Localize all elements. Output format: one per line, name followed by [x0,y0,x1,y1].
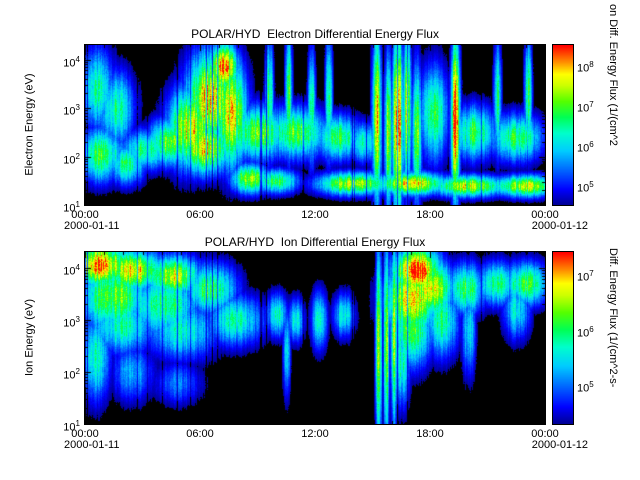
y-axis-tick-label: 101 [63,419,80,434]
electron-colorbar [552,44,574,206]
ion-end-date-label: 2000-01-12 [531,439,588,451]
x-axis-tick-label: 00:00 [531,209,559,221]
ion-plot-title: POLAR/HYD Ion Differential Energy Flux [204,235,426,249]
x-axis-tick-label: 18:00 [416,428,444,440]
electron-y-axis-label: Electron Energy (eV) [23,73,36,176]
x-axis-tick-label: 12:00 [301,428,329,440]
colorbar-tick-label: 105 [577,180,594,195]
ion-start-date-label: 2000-01-11 [64,439,120,451]
x-axis-tick-label: 06:00 [186,428,214,440]
colorbar-tick-label: 105 [577,380,594,395]
electron-spectrogram-heatmap [84,44,546,206]
y-axis-tick-label: 103 [63,315,80,330]
colorbar-tick-label: 107 [577,100,594,115]
x-axis-tick-label: 18:00 [416,209,444,221]
x-axis-tick-label: 00:00 [531,428,559,440]
y-axis-tick-label: 102 [63,152,80,167]
ion-colorbar-label: Diff. Energy Flux (1/(cm^2-s- [607,248,619,388]
electron-end-date-label: 2000-01-12 [531,220,588,232]
y-axis-tick-label: 104 [63,263,80,278]
y-axis-tick-label: 103 [63,103,80,118]
ion-spectrogram-heatmap [84,251,546,425]
y-axis-tick-label: 101 [63,200,80,215]
x-axis-tick-label: 00:00 [71,428,99,440]
ion-colorbar [552,251,574,425]
x-axis-tick-label: 06:00 [186,209,214,221]
electron-colorbar-label: on Diff. Energy Flux (1/(cm^2 [607,4,619,146]
colorbar-tick-label: 107 [577,269,594,284]
electron-start-date-label: 2000-01-11 [64,220,120,232]
x-axis-tick-label: 12:00 [301,209,329,221]
colorbar-tick-label: 106 [577,140,594,155]
y-axis-tick-label: 104 [63,55,80,70]
colorbar-tick-label: 106 [577,325,594,340]
y-axis-tick-label: 102 [63,367,80,382]
electron-plot-title: POLAR/HYD Electron Differential Energy F… [191,27,439,41]
ion-y-axis-label: Ion Energy (eV) [23,298,36,377]
x-axis-tick-label: 00:00 [71,209,99,221]
colorbar-tick-label: 108 [577,60,594,75]
